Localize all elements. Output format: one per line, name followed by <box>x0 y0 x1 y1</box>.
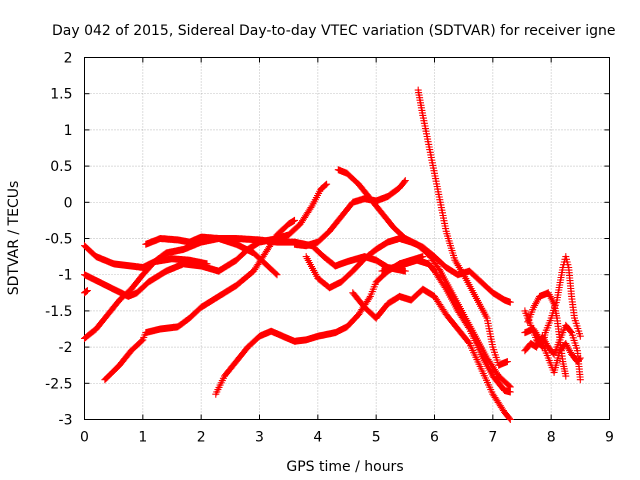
y-axis-label: SDTVAR / TECUs <box>6 181 22 296</box>
y-tick-label: -1.5 <box>45 304 72 320</box>
y-tick-label: 1.5 <box>50 87 72 103</box>
series-sat-k <box>334 166 514 391</box>
marker-trace <box>521 325 584 376</box>
marker-trace <box>215 180 331 275</box>
x-tick-label: 8 <box>547 430 556 446</box>
x-tick-label: 9 <box>605 430 614 446</box>
marker-trace <box>378 256 514 396</box>
marker-trace <box>414 86 511 369</box>
x-tick-label: 6 <box>430 430 439 446</box>
series-sat-r <box>521 325 584 376</box>
series-sat-q <box>524 289 570 380</box>
x-tick-label: 0 <box>80 430 89 446</box>
data-points <box>81 86 584 423</box>
y-tick-label: 2 <box>64 51 73 67</box>
series-sat-c <box>81 287 91 297</box>
marker-trace <box>302 235 514 306</box>
series-sat-m <box>414 86 511 369</box>
series-sat-j <box>302 235 514 306</box>
marker-trace <box>334 166 514 391</box>
chart-title: Day 042 of 2015, Sidereal Day-to-day VTE… <box>52 23 615 39</box>
x-tick-label: 5 <box>372 430 381 446</box>
y-tick-label: 0.5 <box>50 159 72 175</box>
x-tick-label: 2 <box>197 430 206 446</box>
y-tick-label: 0 <box>64 195 73 211</box>
y-tick-label: -3 <box>59 413 73 429</box>
marker-trace <box>524 289 570 380</box>
x-tick-label: 7 <box>488 430 497 446</box>
y-tick-label: 1 <box>64 123 73 139</box>
x-tick-label: 1 <box>138 430 147 446</box>
series-sat-b <box>81 260 223 300</box>
y-tick-label: -2 <box>59 340 73 356</box>
series-sat-n <box>378 256 514 396</box>
marker-trace <box>81 260 223 300</box>
y-tick-label: -1 <box>59 268 73 284</box>
series-sat-l <box>349 285 514 423</box>
marker-trace <box>349 285 514 423</box>
y-tick-label: -0.5 <box>45 232 72 248</box>
x-axis-label: GPS time / hours <box>286 459 403 475</box>
axis-ticks: 0 1 2 3 4 5 6 7 8 9 -3 -2.5 -2 -1.5 -1 -0.5 0 0.5 1 1.5 2 <box>45 51 614 446</box>
x-tick-label: 4 <box>313 430 322 446</box>
x-tick-label: 3 <box>255 430 264 446</box>
marker-trace <box>81 287 91 297</box>
y-tick-label: -2.5 <box>45 376 72 392</box>
series-sat-g <box>215 180 331 275</box>
